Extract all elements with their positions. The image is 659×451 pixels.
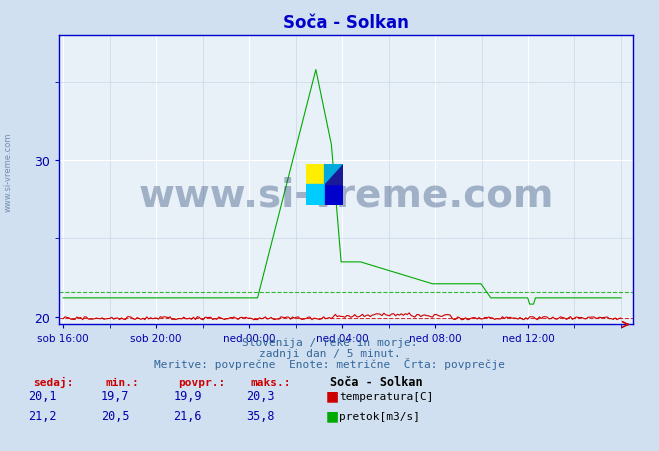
- Bar: [306, 185, 325, 205]
- Polygon shape: [325, 165, 343, 185]
- Text: ■: ■: [326, 388, 339, 402]
- Text: 20,1: 20,1: [28, 389, 57, 402]
- Text: maks.:: maks.:: [250, 377, 291, 387]
- Text: pretok[m3/s]: pretok[m3/s]: [339, 411, 420, 421]
- Title: Soča - Solkan: Soča - Solkan: [283, 14, 409, 32]
- Text: povpr.:: povpr.:: [178, 377, 225, 387]
- Text: Meritve: povprečne  Enote: metrične  Črta: povprečje: Meritve: povprečne Enote: metrične Črta:…: [154, 358, 505, 369]
- Text: 19,9: 19,9: [173, 389, 202, 402]
- Bar: [325, 185, 343, 205]
- Text: sedaj:: sedaj:: [33, 377, 73, 387]
- Text: 20,5: 20,5: [101, 410, 130, 423]
- Text: 19,7: 19,7: [101, 389, 130, 402]
- Text: Soča - Solkan: Soča - Solkan: [330, 376, 422, 389]
- Text: 21,6: 21,6: [173, 410, 202, 423]
- Text: min.:: min.:: [105, 377, 139, 387]
- Text: 21,2: 21,2: [28, 410, 57, 423]
- Text: zadnji dan / 5 minut.: zadnji dan / 5 minut.: [258, 348, 401, 358]
- Text: www.si-vreme.com: www.si-vreme.com: [138, 176, 554, 214]
- Text: ■: ■: [326, 409, 339, 423]
- Text: www.si-vreme.com: www.si-vreme.com: [3, 132, 13, 211]
- Text: 35,8: 35,8: [246, 410, 275, 423]
- Bar: [306, 165, 325, 185]
- Text: temperatura[C]: temperatura[C]: [339, 391, 434, 401]
- Polygon shape: [325, 165, 343, 185]
- Text: Slovenija / reke in morje.: Slovenija / reke in morje.: [242, 337, 417, 347]
- Text: 20,3: 20,3: [246, 389, 275, 402]
